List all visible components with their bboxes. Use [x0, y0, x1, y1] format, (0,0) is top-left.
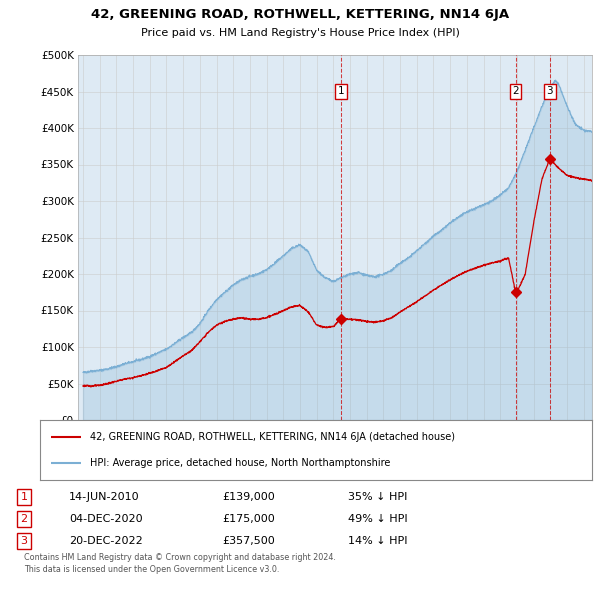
Text: 04-DEC-2020: 04-DEC-2020: [69, 514, 143, 524]
Text: 3: 3: [547, 87, 553, 97]
Text: £175,000: £175,000: [222, 514, 275, 524]
Text: 42, GREENING ROAD, ROTHWELL, KETTERING, NN14 6JA: 42, GREENING ROAD, ROTHWELL, KETTERING, …: [91, 8, 509, 21]
Text: 3: 3: [20, 536, 28, 546]
Text: 42, GREENING ROAD, ROTHWELL, KETTERING, NN14 6JA (detached house): 42, GREENING ROAD, ROTHWELL, KETTERING, …: [89, 432, 455, 442]
Text: HPI: Average price, detached house, North Northamptonshire: HPI: Average price, detached house, Nort…: [89, 458, 390, 468]
Text: 2: 2: [512, 87, 519, 97]
Text: £357,500: £357,500: [222, 536, 275, 546]
Text: 2: 2: [20, 514, 28, 524]
Text: £139,000: £139,000: [222, 492, 275, 502]
Text: Price paid vs. HM Land Registry's House Price Index (HPI): Price paid vs. HM Land Registry's House …: [140, 28, 460, 38]
Text: 20-DEC-2022: 20-DEC-2022: [69, 536, 143, 546]
Text: 49% ↓ HPI: 49% ↓ HPI: [348, 514, 407, 524]
Text: 1: 1: [20, 492, 28, 502]
Text: 14% ↓ HPI: 14% ↓ HPI: [348, 536, 407, 546]
Text: Contains HM Land Registry data © Crown copyright and database right 2024.
This d: Contains HM Land Registry data © Crown c…: [24, 553, 336, 574]
Text: 14-JUN-2010: 14-JUN-2010: [69, 492, 140, 502]
Text: 35% ↓ HPI: 35% ↓ HPI: [348, 492, 407, 502]
Text: 1: 1: [338, 87, 344, 97]
